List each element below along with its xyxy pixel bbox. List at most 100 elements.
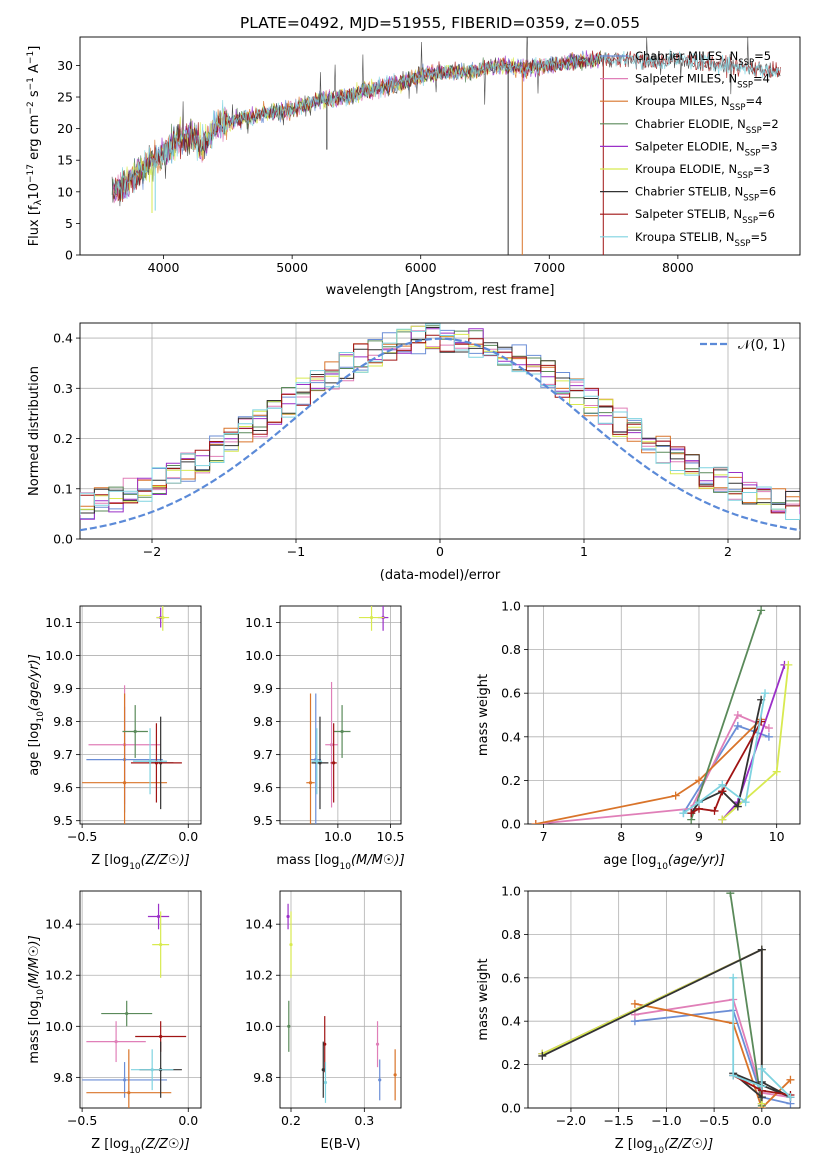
legend-subscript: SSP: [738, 58, 754, 68]
gridlines: [280, 891, 401, 1108]
x-axis-label: Z [log10(Z/Z☉)]: [91, 853, 189, 872]
point-marker: [318, 761, 322, 765]
weight-line: [634, 1002, 792, 1108]
y-tick-label: 1.0: [501, 599, 521, 614]
legend-series-name: Chabrier STELIB, N: [635, 185, 743, 199]
weight-line: [535, 713, 770, 824]
legend-entry: Salpeter ELODIE, NSSP=3: [635, 139, 778, 158]
y-tick-label: 0.6: [501, 970, 521, 985]
legend-series-name: Kroupa MILES, N: [635, 94, 730, 108]
y-tick-label: 0.1: [53, 481, 73, 496]
label-subscript: 10: [129, 1146, 141, 1156]
label-subscript: 10: [36, 711, 46, 723]
y-tick-label: 0.2: [53, 431, 73, 446]
y-axis-label: mass weight: [476, 674, 491, 756]
label-text: (age/yr)]: [668, 853, 725, 868]
legend-series-name: Kroupa ELODIE, N: [635, 162, 737, 176]
x-tick-label: −0.5: [699, 1113, 729, 1128]
weight-marker: [726, 891, 735, 898]
x-axis-label: E(B-V): [320, 1137, 360, 1152]
spectrum-line: [114, 54, 602, 200]
y-axis-label-part: ]: [27, 46, 42, 51]
legend-entry: Salpeter STELIB, NSSP=6: [635, 207, 775, 226]
point-marker: [393, 1073, 397, 1077]
weight-marker: [694, 798, 703, 807]
y-tick-label: 0.8: [501, 642, 521, 657]
point-marker: [159, 943, 163, 947]
weight-marker: [761, 689, 770, 698]
weight-line: [541, 948, 763, 1104]
label-text: Z [log: [615, 1137, 653, 1152]
x-tick-label: 7000: [533, 260, 565, 275]
y-tick-label: 15: [57, 153, 73, 168]
data-point: [86, 1021, 146, 1063]
y-tick-label: 0.6: [501, 686, 521, 701]
x-tick-label: 7: [540, 829, 548, 844]
axes-frame: [79, 605, 202, 825]
point-marker: [375, 1042, 380, 1046]
weight-marker: [733, 711, 742, 719]
gridlines: [80, 323, 800, 540]
legend-series-name: Salpeter MILES, N: [635, 72, 737, 86]
legend-subscript: SSP: [735, 239, 751, 249]
x-axis-label: (data-model)/error: [380, 568, 501, 583]
legend-entry: Salpeter MILES, NSSP=4: [635, 72, 770, 91]
point-marker: [289, 943, 293, 947]
x-axis-label: age [log10(age/yr)]: [603, 853, 725, 872]
data-point: [133, 728, 168, 795]
label-text: (age/yr)]: [27, 654, 42, 711]
gridlines: [80, 891, 201, 1108]
legend-entry: Kroupa ELODIE, NSSP=3: [635, 162, 770, 181]
weight-marker: [538, 1051, 547, 1060]
legend-count: =3: [761, 139, 778, 153]
y-axis-label-part: erg cm: [27, 115, 42, 164]
legend-count: =6: [759, 185, 776, 199]
label-subscript: 10: [36, 989, 46, 1001]
y-tick-label: 0.8: [501, 927, 521, 942]
x-tick-label: 9: [695, 829, 703, 844]
data-points: [82, 606, 182, 824]
y-tick-label: 0.2: [501, 1057, 521, 1072]
y-axis-label-part: 10: [27, 183, 42, 200]
x-axis-label: mass [log10(M/M☉)]: [276, 853, 404, 872]
gridlines: [80, 606, 201, 824]
legend-count: =2: [762, 117, 779, 131]
weight-marker: [786, 1075, 795, 1084]
weight-line: [690, 610, 762, 820]
y-axis-label-part: Flux [f: [27, 205, 42, 246]
legend-series-name: Chabrier MILES, N: [635, 49, 738, 63]
axes-frame: [279, 890, 402, 1109]
data-points: [306, 606, 389, 824]
weight-lines: [538, 891, 795, 1108]
axes-frame: [527, 890, 801, 1109]
legend-entry: Kroupa MILES, NSSP=4: [635, 94, 762, 113]
y-tick-label: 9.8: [253, 1070, 273, 1085]
weight-marker: [733, 802, 742, 811]
y-tick-label: 30: [57, 58, 73, 73]
weight-marker: [733, 721, 742, 730]
x-tick-label: 6000: [405, 260, 437, 275]
spectrum-line: [114, 49, 781, 200]
y-tick-label: 9.8: [53, 714, 73, 729]
weight-marker: [757, 1082, 766, 1091]
label-subscript: 10: [340, 862, 352, 872]
point-marker: [329, 743, 334, 747]
y-tick-label: 9.8: [53, 1070, 73, 1085]
weight-line: [634, 1009, 791, 1105]
y-axis-label-part: −2: [26, 101, 36, 114]
data-point: [311, 716, 329, 810]
gridlines: [528, 890, 800, 1109]
x-tick-label: 8000: [662, 260, 694, 275]
data-point: [82, 1062, 168, 1098]
label-text: (Z/Z☉)]: [141, 1137, 190, 1152]
mass-vs-ebv-panel: 0.2 0.3 9.8 10.0 10.2 10.4 E(B-V): [245, 890, 402, 1152]
label-text: E(B-V): [320, 1137, 360, 1152]
weight-lines: [531, 606, 793, 824]
y-tick-label: 9.7: [253, 747, 273, 762]
label-text: Z [log: [91, 1137, 129, 1152]
point-marker: [133, 729, 137, 734]
legend-entry: Chabrier STELIB, NSSP=6: [635, 185, 776, 204]
y-tick-label: 0: [65, 248, 73, 263]
data-point: [156, 606, 170, 631]
y-axis-label: mass [log10(M/M☉)]: [27, 935, 46, 1063]
